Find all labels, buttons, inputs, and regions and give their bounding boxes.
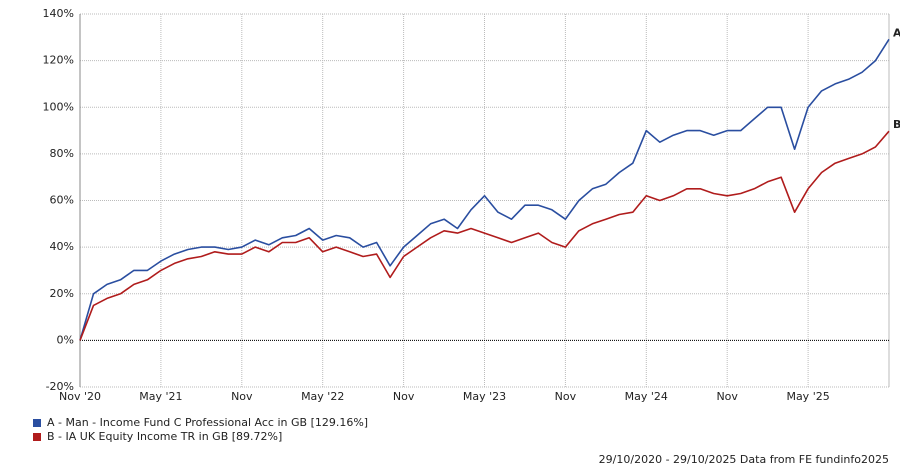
end-label: B	[893, 118, 900, 131]
x-tick-label: Nov '20	[59, 390, 101, 403]
x-tick-label: Nov	[393, 390, 415, 403]
y-tick-label: -20%	[46, 380, 74, 393]
y-tick-label: 40%	[50, 240, 74, 253]
x-tick-label: May '24	[625, 390, 668, 403]
y-tick-label: 100%	[43, 100, 74, 113]
legend-label: B - IA UK Equity Income TR in GB [89.72%…	[47, 430, 282, 443]
x-tick-label: Nov	[716, 390, 738, 403]
x-tick-label: Nov	[231, 390, 253, 403]
y-tick-label: 0%	[57, 333, 74, 346]
series-line	[79, 130, 890, 341]
series-line	[79, 38, 890, 341]
end-label: A	[893, 26, 900, 39]
y-tick-label: 20%	[50, 287, 74, 300]
y-tick-label: 120%	[43, 54, 74, 67]
legend-label: A - Man - Income Fund C Professional Acc…	[47, 416, 368, 429]
x-tick-label: May '21	[139, 390, 182, 403]
footer: 29/10/2020 - 29/10/2025 Data from FE fun…	[599, 453, 889, 466]
legend-swatch	[33, 433, 41, 441]
x-tick-label: May '25	[786, 390, 829, 403]
x-tick-label: May '23	[463, 390, 506, 403]
x-tick-label: May '22	[301, 390, 344, 403]
y-tick-label: 140%	[43, 7, 74, 20]
legend-swatch	[33, 419, 41, 427]
y-tick-label: 60%	[50, 194, 74, 207]
y-tick-label: 80%	[50, 147, 74, 160]
x-tick-label: Nov	[555, 390, 577, 403]
